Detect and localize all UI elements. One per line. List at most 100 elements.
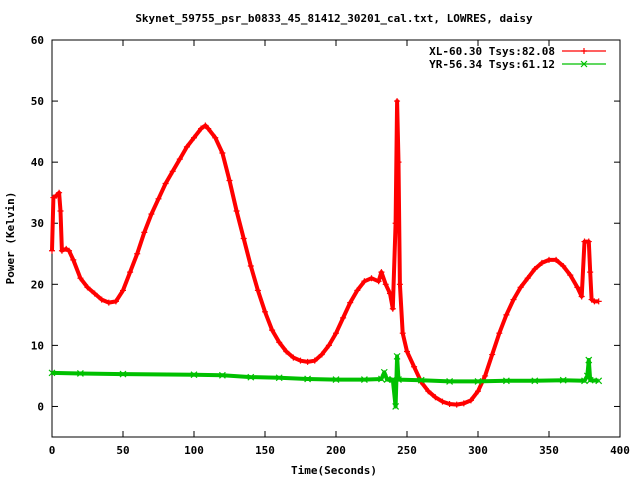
- data-point: [226, 177, 233, 184]
- data-point: [392, 220, 399, 227]
- data-point: [58, 247, 65, 254]
- data-point: [439, 398, 446, 405]
- data-point: [212, 134, 219, 141]
- data-point: [567, 272, 574, 279]
- data-point: [411, 363, 418, 370]
- data-point: [394, 98, 401, 105]
- data-point: [76, 370, 84, 377]
- data-point: [559, 376, 567, 384]
- series-layer: [48, 98, 603, 410]
- series-1: [49, 98, 602, 408]
- data-point: [382, 281, 389, 288]
- data-point: [578, 293, 585, 300]
- data-point: [219, 149, 226, 156]
- data-point: [395, 376, 402, 384]
- legend-label: XL-60.30 Tsys:82.08: [429, 45, 555, 58]
- data-point: [169, 168, 176, 175]
- data-point: [425, 388, 432, 395]
- data-point: [503, 311, 510, 318]
- data-point: [595, 377, 603, 385]
- series-2: [48, 352, 603, 410]
- data-point: [574, 284, 581, 291]
- data-point: [57, 208, 64, 215]
- data-point: [361, 278, 368, 285]
- data-point: [396, 281, 403, 288]
- legend-marker: [581, 48, 587, 54]
- data-point: [191, 134, 197, 141]
- data-point: [581, 377, 588, 385]
- data-point: [332, 376, 340, 384]
- data-point: [368, 275, 375, 282]
- data-point: [233, 208, 240, 215]
- data-point: [510, 296, 517, 303]
- data-point: [162, 180, 169, 187]
- data-point: [218, 371, 226, 379]
- data-point: [489, 351, 496, 358]
- data-point: [417, 376, 425, 384]
- data-point: [432, 394, 439, 401]
- data-point: [386, 290, 393, 297]
- data-point: [383, 376, 391, 384]
- y-tick-label: 40: [31, 156, 44, 169]
- data-point: [127, 269, 134, 276]
- data-point: [53, 192, 60, 199]
- data-point: [446, 401, 453, 408]
- data-point: [389, 376, 397, 384]
- data-point: [538, 259, 545, 266]
- data-point: [276, 339, 283, 346]
- y-tick-label: 0: [37, 400, 44, 413]
- data-point: [269, 327, 276, 334]
- data-point: [531, 266, 538, 273]
- data-point: [453, 401, 460, 408]
- data-point: [297, 357, 304, 364]
- data-point: [378, 269, 385, 276]
- data-point: [275, 374, 283, 382]
- data-point: [595, 298, 602, 305]
- data-point: [56, 189, 63, 196]
- data-point: [395, 159, 402, 166]
- x-tick-label: 250: [397, 444, 417, 457]
- data-point: [474, 377, 482, 385]
- chart-title: Skynet_59755_psr_b0833_45_81412_30201_ca…: [135, 12, 533, 25]
- data-point: [205, 125, 212, 132]
- data-point: [84, 284, 91, 291]
- data-point: [120, 287, 126, 294]
- data-point: [399, 330, 406, 337]
- data-point: [347, 299, 354, 306]
- data-point: [583, 372, 591, 380]
- data-point: [524, 275, 531, 282]
- data-point: [392, 403, 400, 410]
- series-line: [51, 354, 599, 409]
- x-tick-label: 150: [255, 444, 275, 457]
- data-point: [262, 308, 268, 315]
- data-point: [48, 369, 56, 377]
- x-tick-label: 350: [539, 444, 559, 457]
- data-point: [587, 269, 594, 276]
- data-point: [546, 256, 552, 263]
- data-point: [475, 388, 481, 395]
- data-point: [190, 371, 198, 379]
- x-tick-label: 50: [116, 444, 129, 457]
- data-point: [198, 125, 205, 132]
- data-point: [404, 348, 410, 355]
- data-point: [202, 122, 209, 129]
- data-point: [586, 376, 594, 384]
- data-point: [496, 330, 503, 337]
- data-point: [283, 348, 290, 355]
- data-point: [70, 256, 77, 263]
- data-point: [49, 247, 55, 254]
- x-tick-label: 300: [468, 444, 488, 457]
- data-point: [446, 377, 454, 385]
- data-point: [502, 377, 510, 385]
- x-tick-label: 200: [326, 444, 346, 457]
- data-point: [318, 351, 325, 358]
- x-tick-label: 100: [184, 444, 204, 457]
- data-point: [467, 397, 474, 404]
- data-point: [141, 229, 148, 236]
- data-point: [517, 284, 524, 291]
- data-point: [333, 330, 339, 337]
- data-point: [311, 357, 318, 364]
- data-point: [254, 287, 261, 294]
- data-point: [380, 368, 388, 376]
